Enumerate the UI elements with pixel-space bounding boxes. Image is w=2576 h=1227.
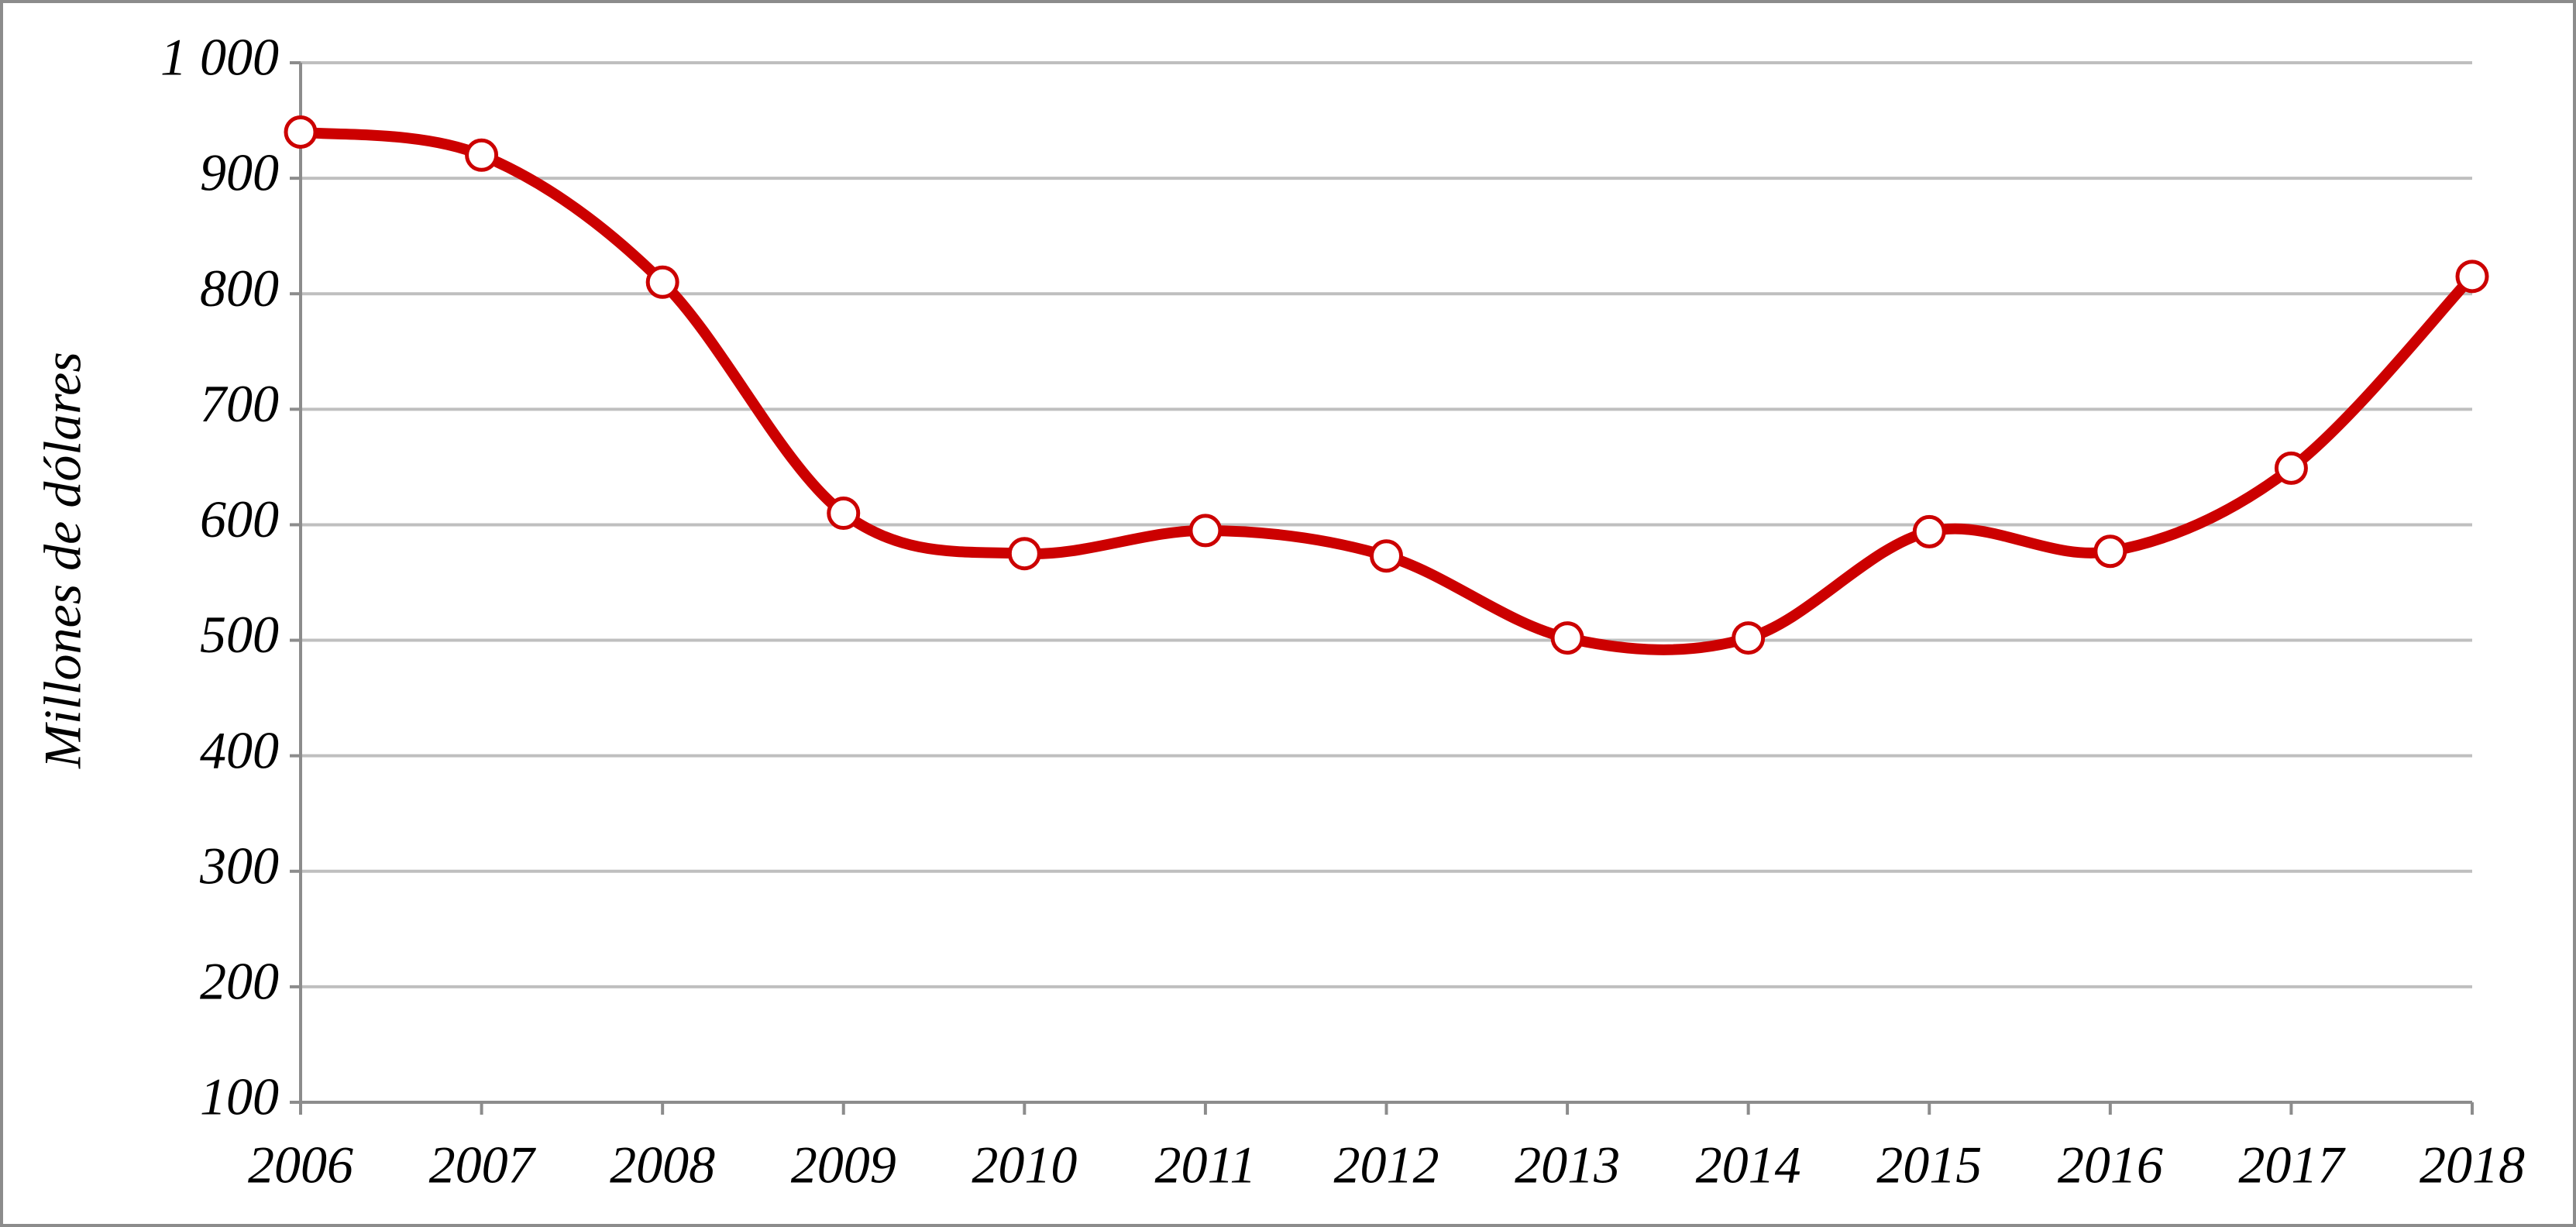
data-point [645, 265, 679, 299]
data-point [1370, 539, 1403, 573]
data-point [2455, 259, 2489, 294]
data-point [284, 115, 318, 149]
data-point [1550, 621, 1584, 655]
x-tick-label: 2008 [610, 1136, 715, 1194]
y-tick-label: 400 [200, 720, 279, 779]
data-point [465, 138, 499, 172]
y-tick-label: 600 [200, 490, 279, 548]
data-point [827, 497, 861, 531]
y-tick-label: 700 [200, 374, 279, 433]
x-tick-label: 2014 [1696, 1136, 1801, 1194]
x-tick-label: 2012 [1334, 1136, 1439, 1194]
x-tick-label: 2010 [972, 1136, 1077, 1194]
x-tick-label: 2006 [248, 1136, 353, 1194]
data-point [2093, 534, 2127, 569]
x-tick-label: 2018 [2420, 1136, 2525, 1194]
x-tick-label: 2007 [429, 1136, 537, 1194]
y-axis-label: Millones de dólares [33, 352, 92, 769]
y-tick-label: 500 [200, 605, 279, 664]
data-point [1188, 514, 1223, 548]
y-tick-label: 300 [199, 836, 279, 895]
x-tick-label: 2011 [1154, 1136, 1256, 1194]
data-point [2274, 451, 2308, 485]
data-point [1007, 537, 1041, 571]
data-point [1732, 621, 1766, 655]
y-tick-label: 900 [200, 143, 279, 202]
x-tick-label: 2016 [2058, 1136, 2163, 1194]
y-tick-label: 200 [200, 951, 279, 1010]
y-tick-label: 100 [200, 1067, 279, 1126]
x-tick-label: 2017 [2238, 1136, 2346, 1194]
x-tick-label: 2015 [1876, 1136, 1982, 1194]
data-point [1912, 514, 1946, 548]
y-tick-label: 800 [200, 259, 279, 318]
x-tick-label: 2009 [791, 1136, 896, 1194]
y-tick-label: 1 000 [160, 28, 279, 87]
x-tick-label: 2013 [1515, 1136, 1620, 1194]
